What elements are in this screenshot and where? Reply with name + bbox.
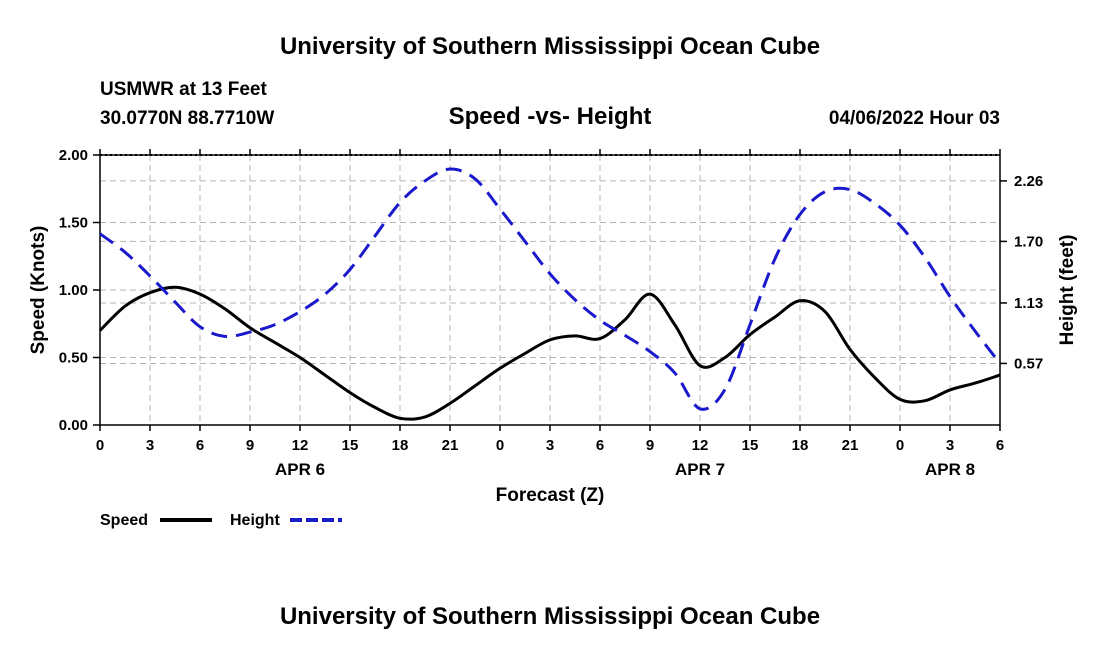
right-axis-ticks: 0.57 1.13 1.70 2.26 (1000, 173, 1043, 372)
x-tick-label-9: 3 (546, 437, 554, 454)
left-tick-label-3: 1.50 (59, 215, 88, 232)
main-title: University of Southern Mississippi Ocean… (280, 33, 820, 60)
x-tick-label-10: 6 (596, 437, 604, 454)
right-axis-label: Height (feet) (1057, 235, 1078, 346)
x-tick-label-1: 3 (146, 437, 154, 454)
series-line-speed (98, 285, 1001, 421)
station-coords: 30.0770N 88.7710W (100, 108, 274, 129)
x-tick-label-12: 12 (692, 437, 709, 454)
x-tick-label-6: 18 (392, 437, 409, 454)
series-line-height (99, 167, 1002, 411)
x-tick-label-2: 6 (196, 437, 204, 454)
date-label-1: APR 7 (675, 460, 725, 479)
x-tick-label-15: 21 (842, 437, 859, 454)
x-tick-label-5: 15 (342, 437, 359, 454)
left-axis-ticks: 0.00 0.50 1.00 1.50 2.00 (59, 147, 100, 434)
x-tick-label-14: 18 (792, 437, 809, 454)
left-tick-label-2: 1.00 (59, 282, 88, 299)
x-tick-label-0: 0 (96, 437, 104, 454)
x-tick-label-13: 15 (742, 437, 759, 454)
x-tick-label-16: 0 (896, 437, 904, 454)
x-tick-label-18: 6 (996, 437, 1004, 454)
right-tick-label-2: 1.70 (1014, 233, 1043, 250)
series-layer (98, 167, 1002, 421)
legend: Speed Height (100, 512, 342, 529)
station-label: USMWR at 13 Feet (100, 79, 267, 100)
footer-title: University of Southern Mississippi Ocean… (280, 603, 820, 630)
chart-subtitle: Speed -vs- Height (449, 103, 652, 130)
forecast-timestamp: 04/06/2022 Hour 03 (829, 108, 1000, 129)
left-tick-label-1: 0.50 (59, 350, 88, 367)
x-tick-label-7: 21 (442, 437, 459, 454)
x-axis-ticks: 0 3 6 9 12 15 18 21 0 3 6 9 12 15 18 21 0 3 6 (96, 149, 1004, 454)
right-tick-label-0: 0.57 (1014, 355, 1043, 372)
left-tick-label-4: 2.00 (59, 147, 88, 164)
right-tick-label-3: 2.26 (1014, 173, 1043, 190)
date-label-2: APR 8 (925, 460, 975, 479)
date-label-0: APR 6 (275, 460, 325, 479)
legend-label-height: Height (230, 512, 280, 529)
x-axis-label: Forecast (Z) (496, 485, 605, 506)
x-tick-label-11: 9 (646, 437, 654, 454)
x-tick-label-3: 9 (246, 437, 254, 454)
x-tick-label-17: 3 (946, 437, 954, 454)
legend-label-speed: Speed (100, 512, 148, 529)
right-tick-label-1: 1.13 (1014, 295, 1043, 312)
x-tick-label-8: 0 (496, 437, 504, 454)
left-tick-label-0: 0.00 (59, 417, 88, 434)
x-tick-label-4: 12 (292, 437, 309, 454)
date-labels: APR 6 APR 7 APR 8 (275, 460, 975, 479)
left-axis-label: Speed (Knots) (28, 226, 49, 355)
